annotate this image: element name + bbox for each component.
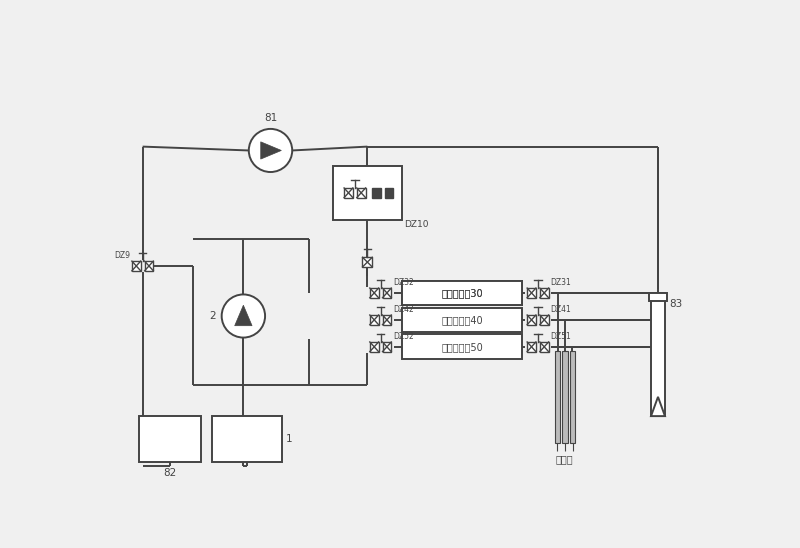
Bar [402, 307, 522, 332]
Polygon shape [234, 305, 252, 326]
Bar [344, 188, 353, 198]
Text: DZ41: DZ41 [550, 305, 571, 314]
Text: 81: 81 [264, 113, 277, 123]
Bar [402, 334, 522, 359]
Bar [527, 288, 536, 298]
Bar [370, 342, 378, 352]
Bar [402, 281, 522, 305]
Text: 82: 82 [163, 469, 176, 478]
Bar [138, 416, 201, 463]
Bar [382, 315, 391, 325]
Text: DZ42: DZ42 [393, 305, 414, 314]
Bar [527, 342, 536, 352]
Text: 计数池通道40: 计数池通道40 [442, 315, 483, 325]
Bar [212, 416, 282, 463]
Text: 计数池通道50: 计数池通道50 [442, 342, 483, 352]
Text: 计数池通道30: 计数池通道30 [442, 288, 483, 298]
Text: 2: 2 [209, 311, 215, 321]
Bar [540, 315, 549, 325]
Bar [402, 281, 522, 305]
Text: DZ9: DZ9 [114, 251, 130, 260]
Text: DZ10: DZ10 [404, 220, 428, 229]
Text: 计数池通道30: 计数池通道30 [442, 288, 483, 298]
Text: DZ32: DZ32 [393, 278, 414, 287]
Bar [372, 188, 381, 198]
Bar [132, 261, 141, 271]
Bar [385, 188, 394, 198]
Bar [540, 342, 549, 352]
Bar [362, 257, 372, 267]
Text: 83: 83 [669, 299, 682, 310]
Bar [650, 293, 666, 301]
Polygon shape [261, 142, 282, 159]
Bar [382, 342, 391, 352]
Text: 1: 1 [286, 434, 293, 444]
Bar [651, 293, 665, 416]
Bar [554, 351, 560, 443]
Polygon shape [651, 397, 665, 416]
Bar [357, 188, 366, 198]
Ellipse shape [222, 294, 265, 338]
Bar [562, 351, 568, 443]
Bar [333, 166, 402, 220]
Bar [540, 288, 549, 298]
Ellipse shape [249, 129, 292, 172]
Text: DZ52: DZ52 [393, 332, 414, 341]
Bar [382, 288, 391, 298]
Text: DZ31: DZ31 [550, 278, 571, 287]
Text: DZ51: DZ51 [550, 332, 571, 341]
Bar [527, 315, 536, 325]
Bar [370, 315, 378, 325]
Text: 取样针: 取样针 [556, 455, 574, 465]
Bar [370, 288, 378, 298]
Bar [145, 261, 154, 271]
Bar [570, 351, 575, 443]
